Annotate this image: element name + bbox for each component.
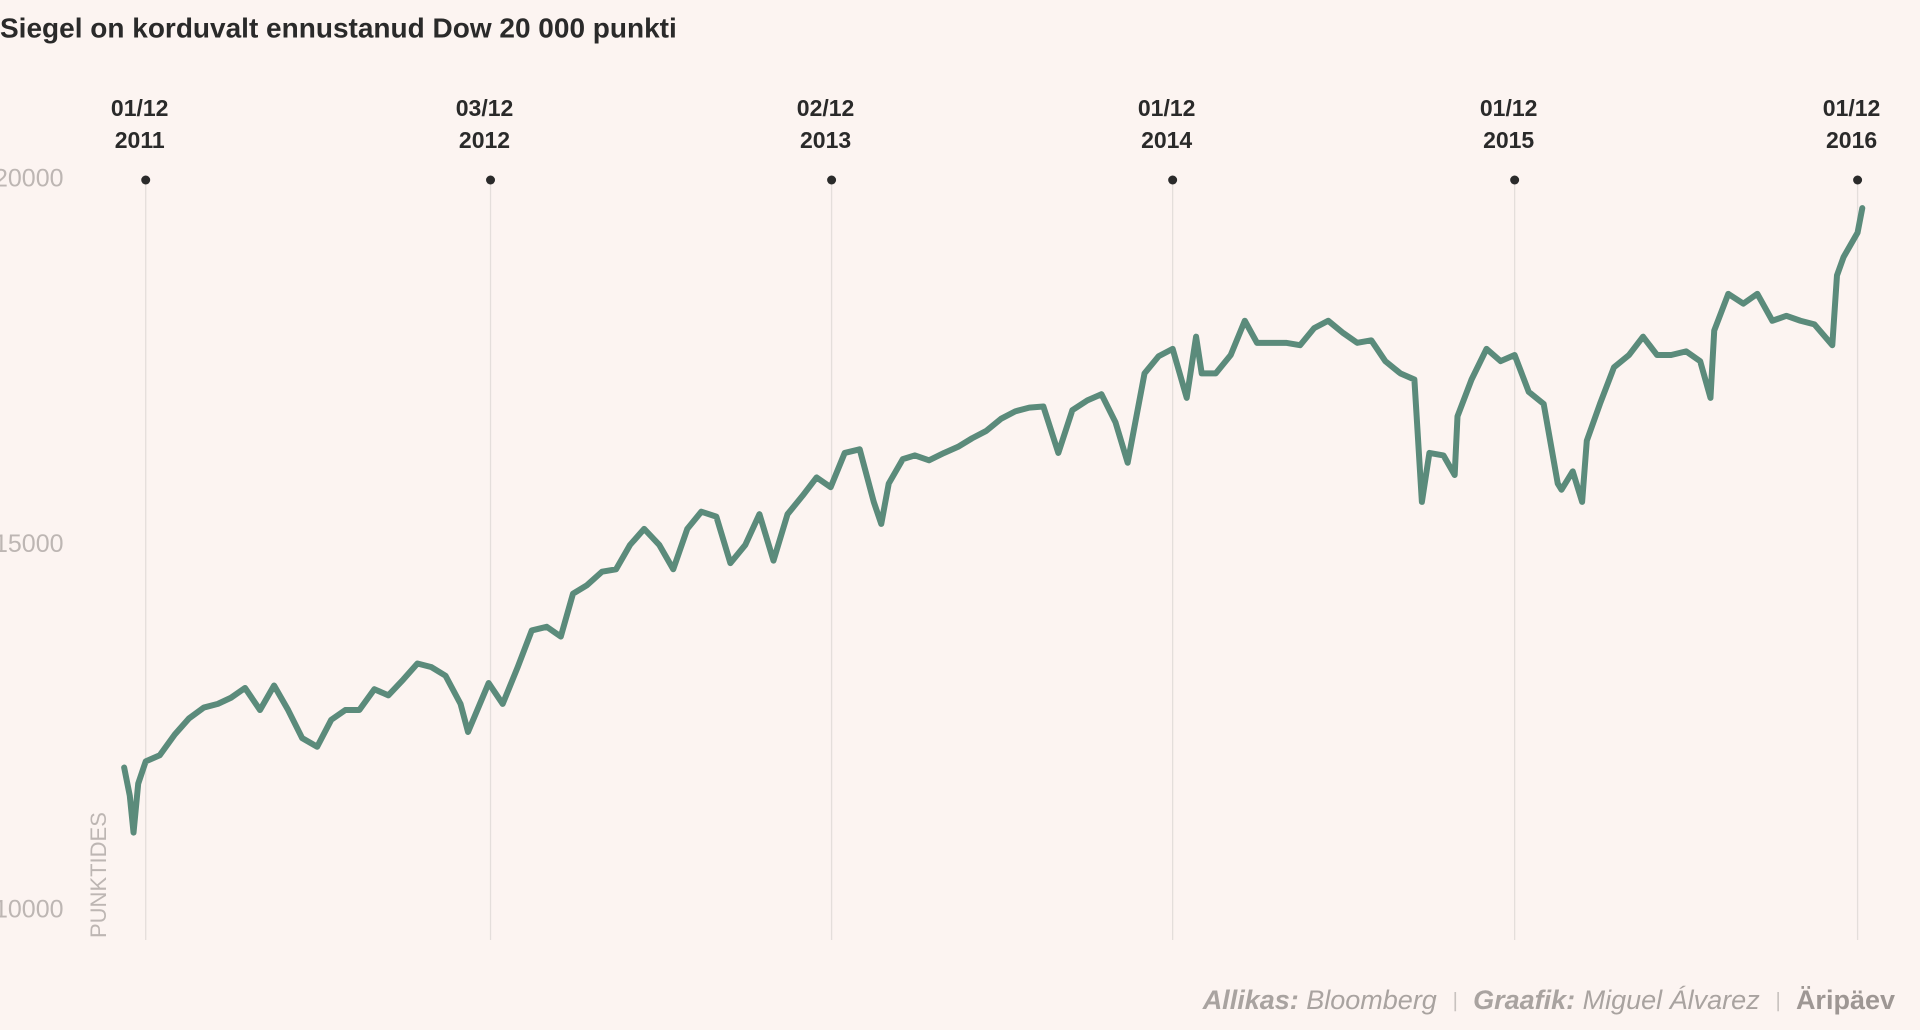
tick-dot bbox=[1168, 175, 1178, 185]
source-label: Allikas: bbox=[1202, 985, 1299, 1015]
x-tick-label: 02/12 bbox=[797, 95, 855, 121]
tick-dot bbox=[1510, 175, 1520, 185]
credit-label: Graafik: bbox=[1473, 985, 1575, 1015]
x-tick-label: 2015 bbox=[1483, 127, 1534, 153]
x-tick-label: 2014 bbox=[1141, 127, 1192, 153]
tick-dot bbox=[827, 175, 837, 185]
separator: | bbox=[1452, 990, 1457, 1012]
x-tick-label: 03/12 bbox=[456, 95, 514, 121]
tick-dot bbox=[486, 175, 496, 185]
y-axis-label: PUNKTIDES bbox=[86, 812, 111, 938]
x-tick-label: 01/12 bbox=[1138, 95, 1196, 121]
x-tick-label: 2011 bbox=[115, 127, 165, 153]
x-tick-label: 2012 bbox=[459, 127, 510, 153]
source: Bloomberg bbox=[1306, 985, 1437, 1015]
x-tick-label: 01/12 bbox=[111, 95, 169, 121]
footer: Allikas: Bloomberg | Graafik: Miguel Álv… bbox=[1202, 985, 1895, 1015]
brand: Äripäev bbox=[1796, 985, 1895, 1015]
separator: | bbox=[1775, 990, 1780, 1012]
credit: Miguel Álvarez bbox=[1583, 985, 1761, 1015]
x-tick-label: 2013 bbox=[800, 127, 851, 153]
y-tick-label: 15000 bbox=[0, 530, 64, 558]
x-tick-label: 01/12 bbox=[1480, 95, 1538, 121]
x-tick-label: 2016 bbox=[1826, 127, 1877, 153]
y-tick-label: 10000 bbox=[0, 895, 64, 923]
tick-dot bbox=[1853, 175, 1863, 185]
y-tick-label: 20000 bbox=[0, 165, 64, 193]
x-tick-label: 01/12 bbox=[1823, 95, 1881, 121]
tick-dot bbox=[141, 175, 151, 185]
price-line bbox=[121, 205, 1866, 836]
chart-title: Siegel on korduvalt ennustanud Dow 20 00… bbox=[0, 12, 677, 43]
